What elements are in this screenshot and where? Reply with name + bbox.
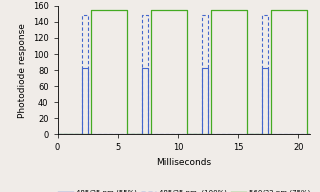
Y-axis label: Photodiode response: Photodiode response — [18, 23, 27, 118]
Legend: 485/25 nm (55%), 485/25 nm  (100%), 560/32 nm (75%): 485/25 nm (55%), 485/25 nm (100%), 560/3… — [55, 187, 313, 192]
X-axis label: Milliseconds: Milliseconds — [156, 158, 212, 167]
